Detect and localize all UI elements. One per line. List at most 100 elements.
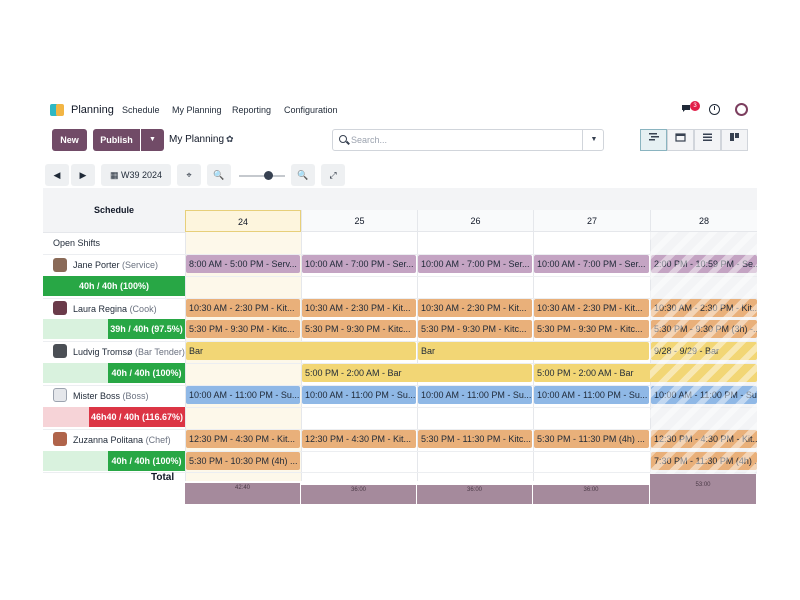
shift-pill[interactable]: 5:30 PM - 10:30 PM (4h) ... [186,452,300,470]
gantt-view-button[interactable] [640,129,667,151]
zoom-slider-handle[interactable] [264,171,273,180]
shift-pill[interactable]: 5:30 PM - 9:30 PM - Kitc... [186,320,300,338]
menu-my-planning[interactable]: My Planning [172,105,222,115]
shift-pill[interactable]: 10:00 AM - 7:00 PM - Ser... [302,255,416,273]
progress-bar: 40h / 40h (100%) [43,276,185,296]
shift-pill[interactable]: 10:30 AM - 2:30 PM - Kit... [418,299,532,317]
shift-pill[interactable]: 2:00 PM - 10:59 PM - Se... [651,255,757,273]
gantt-view-icon [648,133,659,141]
open-shifts-label: Open Shifts [53,238,101,248]
progress-bar: 40h / 40h (100%) [43,451,185,471]
shift-pill[interactable]: 10:00 AM - 11:00 PM - Su... [302,386,416,404]
publish-dropdown-button[interactable]: ▼ [141,129,164,151]
day-header-28: 28 [650,210,757,232]
progress-bar: 46h40 / 40h (116.67%) [43,407,185,427]
shift-pill[interactable]: 10:30 AM - 2:30 PM - Kit... [186,299,300,317]
shift-pill[interactable]: 10:30 AM - 2:30 PM - Kit... [534,299,649,317]
user-avatar[interactable] [735,103,748,116]
today-button[interactable]: ⌖ [177,164,201,186]
menu-reporting[interactable]: Reporting [232,105,272,115]
publish-button[interactable]: Publish [93,129,140,151]
total-cell: 42:40 [185,483,301,504]
zoom-in-button[interactable]: 🔍 [291,164,315,186]
row-divider [43,472,757,473]
shift-pill[interactable]: 10:00 AM - 7:00 PM - Ser... [534,255,649,273]
chat-icon[interactable] [681,104,693,114]
next-period-button[interactable]: ▶ [71,164,95,186]
shift-pill[interactable]: 5:30 PM - 9:30 PM - Kitc... [534,320,649,338]
progress-bar: 40h / 40h (100%) [43,363,185,383]
shift-pill[interactable]: 10:00 AM - 7:00 PM - Ser... [418,255,532,273]
shift-pill[interactable]: 8:00 AM - 5:00 PM - Serv... [186,255,300,273]
week-picker-button[interactable]: ▦ W39 2024 [101,164,171,186]
resource-name[interactable]: Jane Porter (Service) [73,260,159,270]
new-button[interactable]: New [52,129,87,151]
gear-icon[interactable]: ✿ [226,134,234,144]
row-divider [43,254,757,255]
shift-pill[interactable]: 5:30 PM - 11:30 PM (4h) ... [534,430,649,448]
total-cell: 53:00 [650,474,757,504]
row-divider [43,429,757,430]
shift-pill[interactable]: 10:00 AM - 11:00 PM - Su... [534,386,649,404]
gantt-chart: Schedule 24 25 26 27 28 Open Shifts Jane… [43,188,757,504]
shift-pill[interactable]: 5:30 PM - 11:30 PM - Kitc... [418,430,532,448]
row-divider [43,276,757,277]
shift-pill[interactable]: 12:30 PM - 4:30 PM - Kit... [186,430,300,448]
day-header-27: 27 [533,210,650,232]
progress-fill: 46h40 / 40h (116.67%) [89,407,185,427]
row-divider [43,298,757,299]
shift-pill[interactable]: 5:00 PM - 2:00 AM - Bar [534,364,757,382]
calendar-icon [675,133,686,142]
app-name[interactable]: Planning [71,104,114,116]
search-options-toggle[interactable]: ▼ [582,129,605,151]
zoom-out-icon: 🔍 [213,170,225,180]
shift-pill[interactable]: 5:30 PM - 9:30 PM (3h) -... [651,320,757,338]
shift-pill[interactable]: 12:30 PM - 4:30 PM - Kit... [302,430,416,448]
total-cell: 36:00 [533,485,650,504]
avatar [53,344,67,358]
zoom-slider-track[interactable] [239,175,285,177]
expand-button[interactable]: ⤢ [321,164,345,186]
search-input[interactable] [351,132,576,148]
kanban-icon [730,133,739,141]
row-divider [43,407,757,408]
gantt-header-top [185,188,757,211]
shift-pill[interactable]: 5:30 PM - 9:30 PM - Kitc... [302,320,416,338]
list-view-button[interactable] [694,129,721,151]
kanban-view-button[interactable] [721,129,748,151]
shift-pill[interactable]: Bar [418,342,649,360]
gantt-header-label: Schedule [93,205,134,215]
shift-pill[interactable]: 10:00 AM - 11:00 PM - Su... [651,386,757,404]
row-divider [43,451,757,452]
resource-name[interactable]: Mister Boss (Boss) [73,391,149,401]
menu-schedule[interactable]: Schedule [122,105,160,115]
planning-app-icon[interactable] [50,102,66,118]
shift-pill[interactable]: 5:30 PM - 9:30 PM - Kitc... [418,320,532,338]
day-column-26[interactable] [417,232,533,481]
shift-pill[interactable]: 10:30 AM - 2:30 PM - Kit... [302,299,416,317]
menu-configuration[interactable]: Configuration [284,105,338,115]
calendar-view-button[interactable] [667,129,694,151]
shift-pill[interactable]: 10:00 AM - 11:00 PM - Su... [186,386,300,404]
week-label: W39 2024 [120,170,163,180]
resource-name[interactable]: Laura Regina (Cook) [73,304,157,314]
shift-pill[interactable]: Bar [186,342,416,360]
avatar [53,301,67,315]
shift-pill[interactable]: 10:00 AM - 11:00 PM - Su... [418,386,532,404]
resource-name[interactable]: Ludvig Tromsø (Bar Tender) [73,347,185,357]
previous-period-button[interactable]: ◀ [45,164,69,186]
shift-pill[interactable]: 9/28 - 9/29 - Bar [651,342,757,360]
shift-pill[interactable]: 7:30 PM - 11:30 PM (4h) ... [651,452,757,470]
shift-pill[interactable]: 5:00 PM - 2:00 AM - Bar [302,364,532,382]
progress-bar: 39h / 40h (97.5%) [43,319,185,339]
resource-name[interactable]: Zuzanna Politana (Chef) [73,435,171,445]
total-cell: 36:00 [417,485,533,504]
clock-icon[interactable] [709,104,720,115]
row-divider [43,341,757,342]
shift-pill[interactable]: 12:30 PM - 4:30 PM - Kit... [651,430,757,448]
progress-fill: 39h / 40h (97.5%) [108,319,185,339]
progress-fill: 40h / 40h (100%) [108,451,185,471]
shift-pill[interactable]: 10:30 AM - 2:30 PM - Kit... [651,299,757,317]
day-header-26: 26 [417,210,533,232]
zoom-out-button[interactable]: 🔍 [207,164,231,186]
